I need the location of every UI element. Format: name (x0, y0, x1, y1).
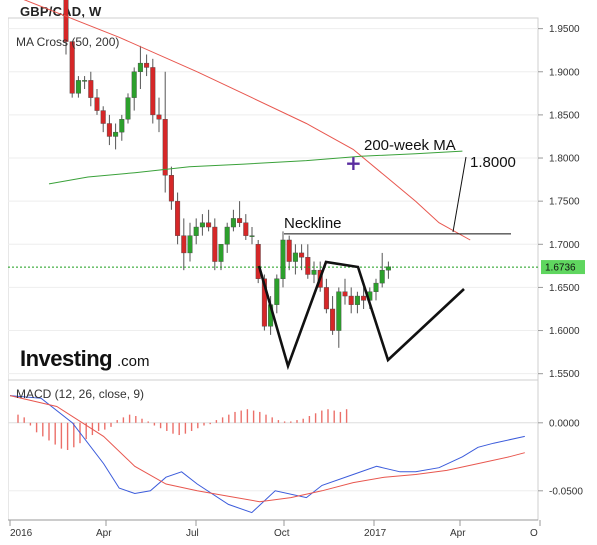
candle-down (237, 218, 243, 223)
candle-down (63, 0, 69, 42)
macd-indicator-label: MACD (12, 26, close, 9) (16, 387, 144, 401)
candle-up (274, 278, 280, 305)
price-tick-label: 1.8500 (549, 110, 580, 121)
candle-up (379, 269, 385, 284)
x-tick-label: O (530, 528, 538, 539)
double-bottom-pattern (257, 260, 465, 371)
candle-down (323, 287, 329, 310)
candle-up (311, 269, 317, 275)
target-annotation: 1.8000 (470, 154, 516, 171)
investing-logo: Investing (20, 346, 112, 371)
candle-up (125, 97, 131, 120)
axis-ticks: 1.9500 1.9000 1.8500 1.8000 1.7500 1.7000 1.65… (9, 24, 583, 539)
ma-fast-line (23, 0, 471, 241)
candle-down (212, 226, 218, 262)
candle-down (94, 97, 100, 111)
candle-up (82, 80, 88, 82)
candle-down (330, 308, 336, 331)
candle-down (150, 67, 156, 116)
macd-tick-label: -0.0500 (549, 486, 583, 497)
price-chart[interactable]: 1.9500 1.9000 1.8500 1.8000 1.7500 1.7000 1.65… (8, 0, 597, 545)
macd-signal-line (9, 395, 525, 503)
price-tick-label: 1.6000 (549, 326, 580, 337)
investing-logo-suffix: .com (117, 353, 150, 370)
candle-down (255, 244, 261, 279)
neckline-annotation: Neckline (284, 215, 342, 232)
candle-down (69, 41, 75, 94)
candle-down (100, 110, 106, 124)
candle-down (156, 114, 162, 120)
ma-annotation: 200-week MA (364, 137, 456, 154)
candle-down (206, 222, 212, 228)
candle-down (144, 62, 150, 68)
ma-indicator-label: MA Cross (50, 200) (16, 35, 119, 49)
candle-down (286, 239, 292, 262)
candle-up (230, 218, 236, 228)
candle-down (168, 175, 174, 202)
candle-down (305, 257, 311, 275)
candle-up (218, 244, 224, 262)
x-tick-label: Apr (450, 528, 466, 539)
macd-line (9, 395, 525, 514)
target-pointer (452, 156, 467, 233)
candle-down (243, 222, 249, 236)
grid (8, 28, 538, 492)
candle-up (137, 62, 143, 72)
price-tick-label: 1.6500 (549, 283, 580, 294)
candle-down (361, 295, 367, 301)
price-tick-label: 1.7500 (549, 197, 580, 208)
price-tick-label: 1.9500 (549, 24, 580, 35)
x-tick-label: Apr (96, 528, 112, 539)
chart-frame: GBP/CAD, W 1.9500 1.9000 1.8500 1.8000 1.750… (8, 0, 597, 545)
ma-slow-line (48, 150, 463, 185)
candle-up (119, 119, 125, 133)
candle-up (199, 222, 205, 228)
price-tick-label: 1.9000 (549, 67, 580, 78)
candle-up (131, 71, 137, 98)
candle-up (336, 291, 342, 331)
candle-up (373, 282, 379, 292)
x-tick-label: 2017 (364, 528, 387, 539)
candle-down (88, 80, 94, 98)
macd-tick-label: 0.0000 (549, 418, 580, 429)
candle-up (292, 252, 298, 262)
candle-up (354, 295, 360, 305)
price-tick-label: 1.7000 (549, 240, 580, 251)
candle-up (113, 131, 119, 137)
candle-down (175, 200, 181, 236)
candles (63, 0, 391, 348)
candle-down (342, 291, 348, 297)
candle-up (249, 235, 255, 237)
current-price-label: 1.6736 (545, 263, 576, 274)
x-tick-label: Oct (274, 528, 290, 539)
price-tick-label: 1.8000 (549, 154, 580, 165)
candle-down (261, 278, 267, 327)
chart-title: GBP/CAD, W (20, 4, 102, 19)
candle-up (75, 80, 81, 94)
candle-down (181, 235, 187, 254)
moving-averages (23, 0, 471, 241)
annotations: 1.6736 + (8, 151, 585, 371)
price-tick-label: 1.5500 (549, 369, 580, 380)
candle-up (280, 239, 286, 279)
candle-up (224, 226, 230, 245)
macd-series (9, 395, 525, 514)
candle-down (162, 119, 168, 176)
candle-up (187, 235, 193, 254)
candle-down (106, 123, 112, 137)
macd-panel (8, 379, 539, 521)
ma-cross-marker: + (345, 151, 362, 175)
x-tick-label: 2016 (10, 528, 33, 539)
x-tick-label: Jul (186, 528, 199, 539)
candle-down (348, 295, 354, 305)
candle-up (193, 226, 199, 236)
current-price-tag (541, 260, 585, 275)
candle-down (299, 252, 305, 258)
